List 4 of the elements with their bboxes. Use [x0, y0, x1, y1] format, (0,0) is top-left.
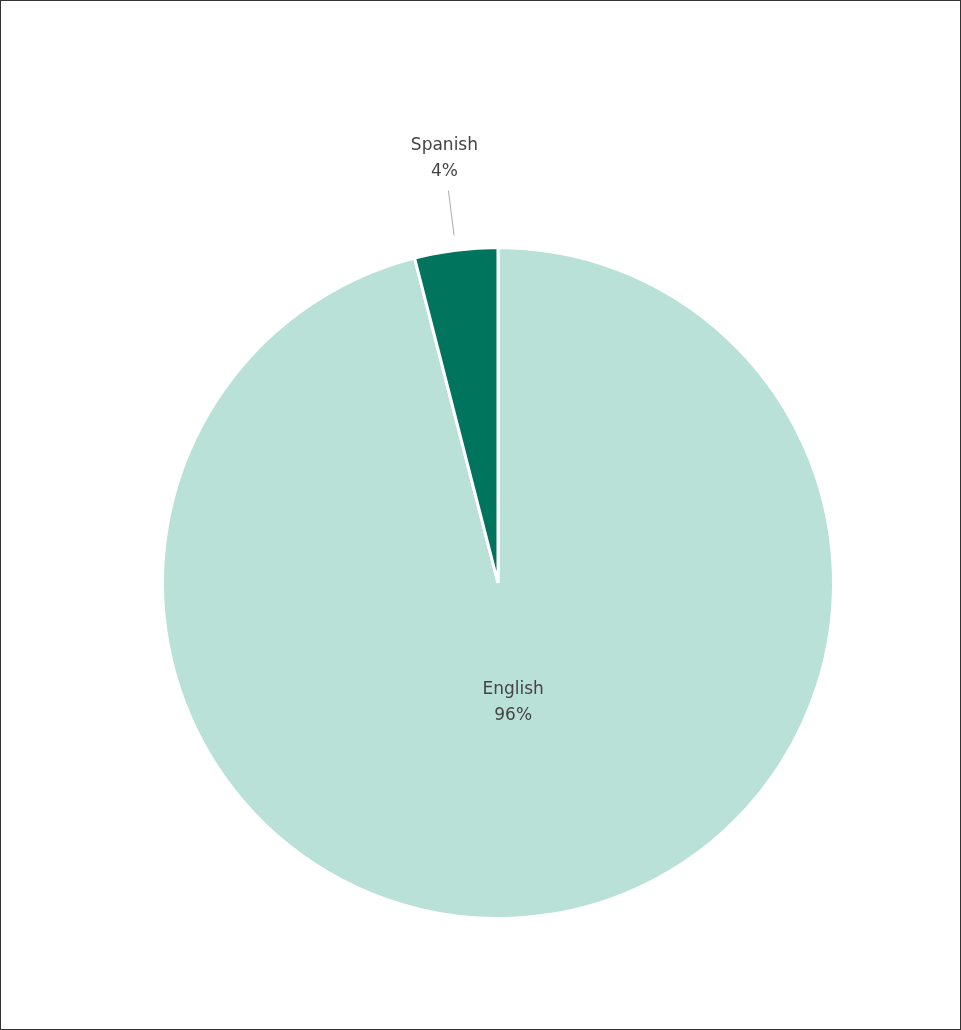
data-label: 4%: [430, 160, 458, 181]
data-label: 96%: [494, 704, 533, 725]
slice-label: English: [482, 678, 544, 699]
slice-label: Spanish: [410, 134, 478, 155]
